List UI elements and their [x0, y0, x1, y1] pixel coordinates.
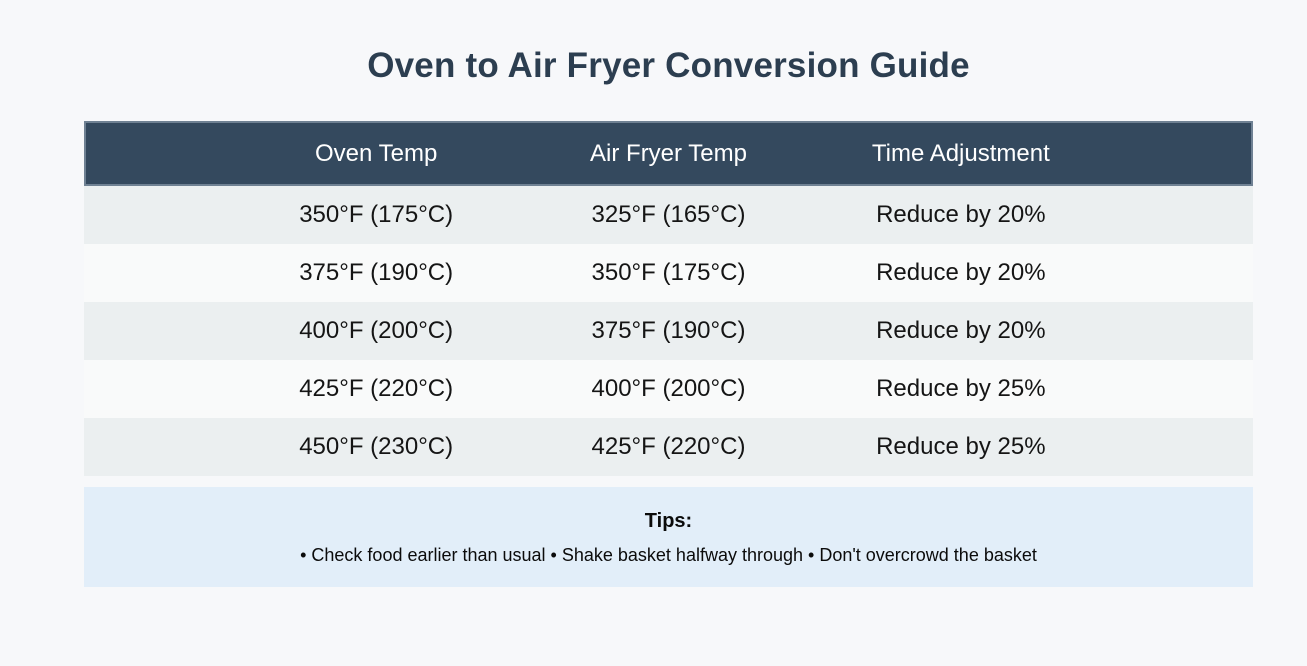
table-row: 425°F (220°C) 400°F (200°C) Reduce by 25… [84, 360, 1253, 418]
cell-time-adjustment: Reduce by 25% [876, 433, 1046, 460]
conversion-table: Oven Temp Air Fryer Temp Time Adjustment… [84, 121, 1253, 587]
table-row: 375°F (190°C) 350°F (175°C) Reduce by 20… [84, 244, 1253, 302]
table-row: 450°F (230°C) 425°F (220°C) Reduce by 25… [84, 418, 1253, 476]
table-header-row: Oven Temp Air Fryer Temp Time Adjustment [84, 121, 1253, 186]
column-header-air-fryer-temp: Air Fryer Temp [590, 139, 747, 167]
tips-heading: Tips: [644, 510, 693, 532]
cell-air-fryer-temp: 350°F (175°C) [591, 259, 746, 286]
column-header-time-adjustment: Time Adjustment [871, 139, 1050, 167]
cell-air-fryer-temp: 400°F (200°C) [591, 375, 746, 402]
cell-oven-temp: 425°F (220°C) [299, 375, 454, 402]
content-wrapper: Oven to Air Fryer Conversion Guide Oven … [84, 0, 1253, 587]
tips-section: Tips: • Check food earlier than usual • … [84, 487, 1253, 587]
column-header-oven-temp: Oven Temp [315, 139, 438, 167]
cell-air-fryer-temp: 325°F (165°C) [591, 201, 746, 228]
tips-text: • Check food earlier than usual • Shake … [300, 545, 1037, 565]
table-row: 400°F (200°C) 375°F (190°C) Reduce by 20… [84, 302, 1253, 360]
cell-air-fryer-temp: 375°F (190°C) [591, 317, 746, 344]
cell-time-adjustment: Reduce by 20% [876, 201, 1046, 228]
cell-oven-temp: 400°F (200°C) [299, 317, 454, 344]
cell-oven-temp: 350°F (175°C) [299, 201, 454, 228]
cell-air-fryer-temp: 425°F (220°C) [591, 433, 746, 460]
cell-time-adjustment: Reduce by 20% [876, 317, 1046, 344]
cell-oven-temp: 450°F (230°C) [299, 433, 454, 460]
cell-time-adjustment: Reduce by 20% [876, 259, 1046, 286]
page-title: Oven to Air Fryer Conversion Guide [367, 46, 970, 85]
cell-oven-temp: 375°F (190°C) [299, 259, 454, 286]
cell-time-adjustment: Reduce by 25% [876, 375, 1046, 402]
table-row: 350°F (175°C) 325°F (165°C) Reduce by 20… [84, 186, 1253, 244]
